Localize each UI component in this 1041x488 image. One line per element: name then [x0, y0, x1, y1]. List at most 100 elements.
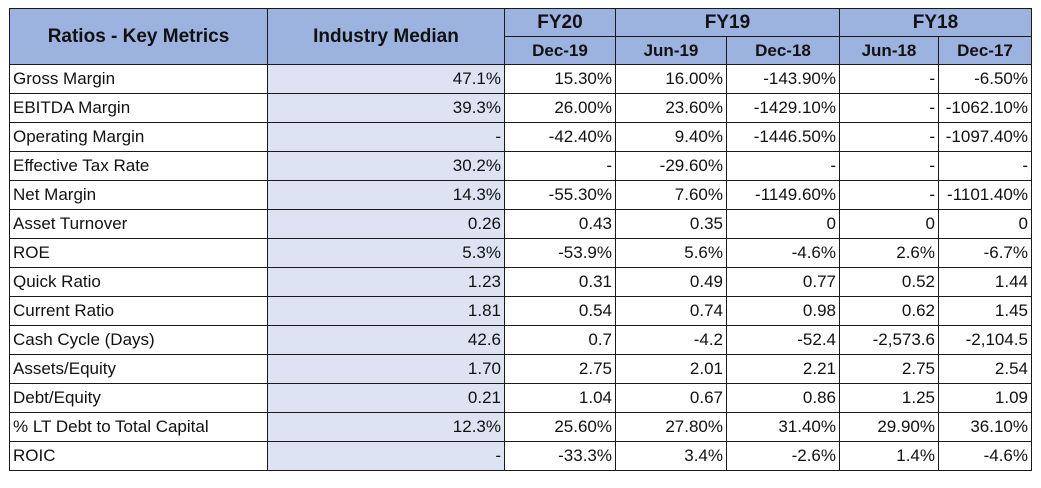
value-cell: 16.00% — [615, 64, 727, 94]
header-group-fy18: FY18 — [839, 8, 1032, 37]
value-cell: 0.31 — [504, 267, 616, 297]
metric-label: Effective Tax Rate — [9, 151, 268, 181]
value-cell: -1101.40% — [938, 180, 1032, 210]
value-cell: 27.80% — [615, 412, 727, 442]
ratios-table: Ratios - Key Metrics Industry Median FY2… — [9, 8, 1032, 471]
value-cell: 31.40% — [726, 412, 840, 442]
value-cell: 1.04 — [504, 383, 616, 413]
table-row: Asset Turnover 0.26 0.43 0.35 0 0 0 — [9, 209, 1032, 239]
value-cell: 2.6% — [839, 238, 939, 268]
value-cell: -1429.10% — [726, 93, 840, 123]
value-cell: -6.7% — [938, 238, 1032, 268]
header-period: Jun-19 — [615, 36, 727, 65]
value-cell: 2.54 — [938, 354, 1032, 384]
table-row: % LT Debt to Total Capital 12.3% 25.60% 27.… — [9, 412, 1032, 442]
value-cell: - — [839, 180, 939, 210]
value-cell: 23.60% — [615, 93, 727, 123]
header-group-fy20: FY20 — [504, 8, 616, 37]
value-cell: 1.45 — [938, 296, 1032, 326]
header-period: Dec-18 — [726, 36, 840, 65]
value-cell: 0.43 — [504, 209, 616, 239]
industry-median-cell: - — [267, 122, 505, 152]
industry-median-cell: 42.6 — [267, 325, 505, 355]
value-cell: -2,573.6 — [839, 325, 939, 355]
value-cell: -29.60% — [615, 151, 727, 181]
value-cell: 0 — [938, 209, 1032, 239]
header-group-fy19: FY19 — [615, 8, 840, 37]
value-cell: 0.98 — [726, 296, 840, 326]
metric-label: Assets/Equity — [9, 354, 268, 384]
industry-median-cell: 0.26 — [267, 209, 505, 239]
value-cell: -143.90% — [726, 64, 840, 94]
industry-median-cell: 47.1% — [267, 64, 505, 94]
metric-label: % LT Debt to Total Capital — [9, 412, 268, 442]
header-industry-median: Industry Median — [267, 8, 505, 65]
table-row: Net Margin 14.3% -55.30% 7.60% -1149.60% - -11… — [9, 180, 1032, 210]
industry-median-cell: 5.3% — [267, 238, 505, 268]
table-row: Assets/Equity 1.70 2.75 2.01 2.21 2.75 2.54 — [9, 354, 1032, 384]
industry-median-cell: 1.81 — [267, 296, 505, 326]
value-cell: -4.2 — [615, 325, 727, 355]
table-row: Effective Tax Rate 30.2% - -29.60% - - - — [9, 151, 1032, 181]
value-cell: -33.3% — [504, 441, 616, 471]
value-cell: -1062.10% — [938, 93, 1032, 123]
industry-median-cell: 39.3% — [267, 93, 505, 123]
value-cell: - — [839, 64, 939, 94]
value-cell: -4.6% — [938, 441, 1032, 471]
value-cell: 0.86 — [726, 383, 840, 413]
industry-median-cell: 1.70 — [267, 354, 505, 384]
metric-label: ROE — [9, 238, 268, 268]
metric-label: Asset Turnover — [9, 209, 268, 239]
value-cell: 0.62 — [839, 296, 939, 326]
value-cell: -2,104.5 — [938, 325, 1032, 355]
value-cell: 0.67 — [615, 383, 727, 413]
metric-label: Quick Ratio — [9, 267, 268, 297]
value-cell: -52.4 — [726, 325, 840, 355]
value-cell: 0.7 — [504, 325, 616, 355]
value-cell: -1446.50% — [726, 122, 840, 152]
table-row: ROE 5.3% -53.9% 5.6% -4.6% 2.6% -6.7% — [9, 238, 1032, 268]
header-period: Dec-17 — [938, 36, 1032, 65]
value-cell: - — [938, 151, 1032, 181]
value-cell: 5.6% — [615, 238, 727, 268]
table-row: Operating Margin - -42.40% 9.40% -1446.50% - -… — [9, 122, 1032, 152]
value-cell: 2.01 — [615, 354, 727, 384]
value-cell: 9.40% — [615, 122, 727, 152]
value-cell: 0.35 — [615, 209, 727, 239]
header-period: Jun-18 — [839, 36, 939, 65]
industry-median-cell: 1.23 — [267, 267, 505, 297]
value-cell: 0 — [726, 209, 840, 239]
value-cell: 1.44 — [938, 267, 1032, 297]
value-cell: -55.30% — [504, 180, 616, 210]
metric-label: ROIC — [9, 441, 268, 471]
industry-median-cell: 0.21 — [267, 383, 505, 413]
header-title: Ratios - Key Metrics — [9, 8, 268, 65]
table-row: Debt/Equity 0.21 1.04 0.67 0.86 1.25 1.09 — [9, 383, 1032, 413]
table-row: EBITDA Margin 39.3% 26.00% 23.60% -1429.10% -… — [9, 93, 1032, 123]
metric-label: Operating Margin — [9, 122, 268, 152]
value-cell: 0.77 — [726, 267, 840, 297]
table-row: Quick Ratio 1.23 0.31 0.49 0.77 0.52 1.44 — [9, 267, 1032, 297]
value-cell: 7.60% — [615, 180, 727, 210]
value-cell: -1149.60% — [726, 180, 840, 210]
value-cell: 3.4% — [615, 441, 727, 471]
value-cell: 25.60% — [504, 412, 616, 442]
table-row: Current Ratio 1.81 0.54 0.74 0.98 0.62 1.45 — [9, 296, 1032, 326]
value-cell: 1.25 — [839, 383, 939, 413]
value-cell: 36.10% — [938, 412, 1032, 442]
value-cell: -1097.40% — [938, 122, 1032, 152]
value-cell: -6.50% — [938, 64, 1032, 94]
metric-label: Debt/Equity — [9, 383, 268, 413]
value-cell: - — [726, 151, 840, 181]
metric-label: Net Margin — [9, 180, 268, 210]
value-cell: 0.54 — [504, 296, 616, 326]
metric-label: Gross Margin — [9, 64, 268, 94]
industry-median-cell: 12.3% — [267, 412, 505, 442]
value-cell: - — [839, 151, 939, 181]
metric-label: EBITDA Margin — [9, 93, 268, 123]
value-cell: 0.49 — [615, 267, 727, 297]
value-cell: 1.4% — [839, 441, 939, 471]
industry-median-cell: 30.2% — [267, 151, 505, 181]
value-cell: - — [839, 93, 939, 123]
value-cell: 2.21 — [726, 354, 840, 384]
